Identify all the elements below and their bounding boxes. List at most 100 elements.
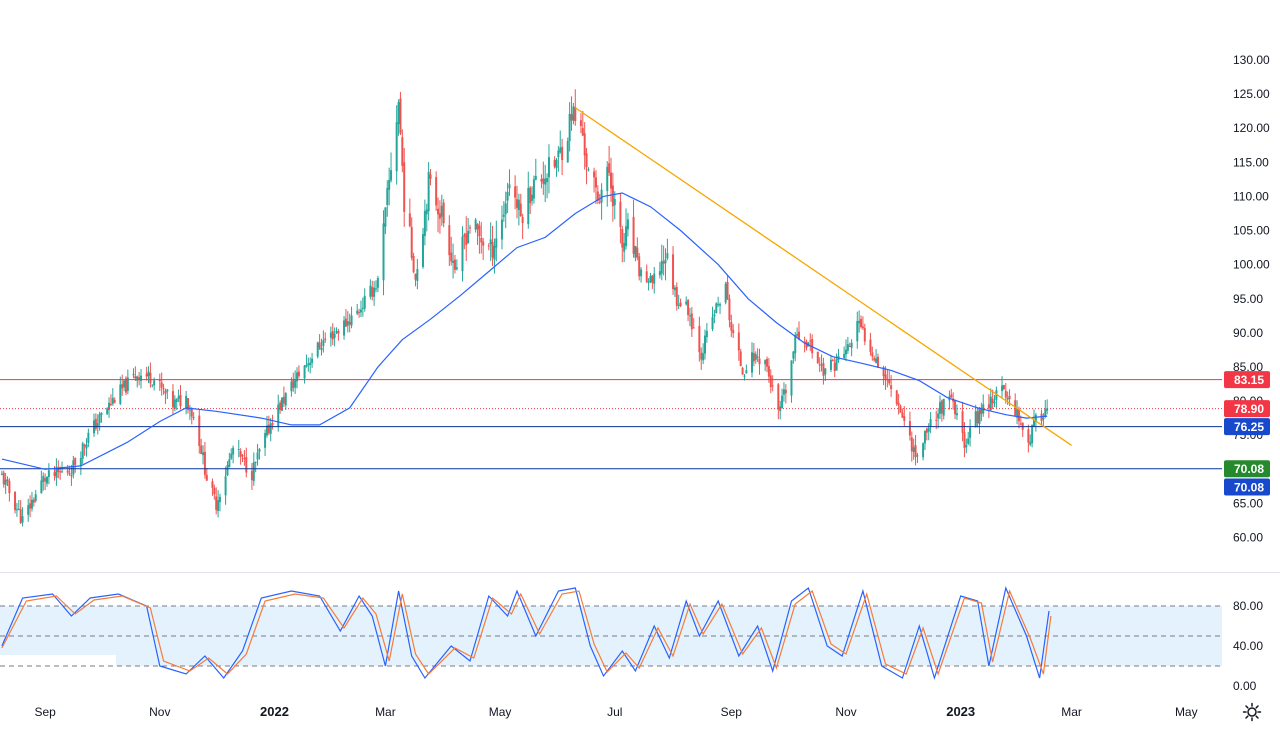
candle <box>369 279 372 300</box>
candle <box>1042 413 1045 427</box>
candle <box>491 225 494 267</box>
candle <box>111 388 114 406</box>
candle <box>910 431 913 462</box>
candle <box>408 198 411 228</box>
candle <box>320 338 323 356</box>
settings-gear-icon[interactable] <box>1242 702 1262 722</box>
candle <box>752 342 755 367</box>
candle <box>579 113 582 134</box>
candle <box>542 161 545 195</box>
candle <box>831 358 834 362</box>
candle <box>923 430 926 450</box>
candle <box>74 457 77 473</box>
candle <box>792 350 795 364</box>
candle <box>109 394 112 407</box>
stoch-k-line[interactable] <box>1 586 1050 681</box>
candle <box>653 266 656 294</box>
oscillator-axis-tick-label: 0.00 <box>1233 679 1257 693</box>
candle <box>912 438 915 460</box>
candle <box>1046 399 1049 415</box>
candle <box>955 404 958 420</box>
time-axis-tick-label: Mar <box>1061 705 1082 719</box>
price-badge: 70.08 <box>1224 478 1270 496</box>
candle <box>138 371 141 386</box>
moving-average-line[interactable] <box>1 192 1048 470</box>
candle <box>294 370 297 394</box>
candle <box>850 339 853 357</box>
time-axis-tick-label: Sep <box>34 705 56 719</box>
candle <box>147 366 150 384</box>
price-badge-label: 78.90 <box>1234 402 1264 416</box>
candle <box>44 473 47 491</box>
candle <box>942 398 945 420</box>
candle <box>239 448 242 465</box>
candle <box>348 313 351 333</box>
candle <box>884 366 887 390</box>
time-axis-tick-label: May <box>489 705 512 719</box>
price-axis-tick-label: 85.00 <box>1233 360 1263 374</box>
candle <box>916 452 919 463</box>
candle <box>871 346 874 361</box>
candle <box>664 248 667 281</box>
candle <box>517 193 520 226</box>
stoch-d-line[interactable] <box>1 589 1052 676</box>
candle <box>211 478 214 496</box>
candle <box>531 186 534 206</box>
candle <box>292 372 295 392</box>
candle <box>751 342 753 378</box>
time-axis-tick-label: Jul <box>607 705 622 719</box>
candle <box>34 489 37 503</box>
candle <box>939 395 941 420</box>
candle <box>149 362 152 388</box>
candle <box>425 203 428 232</box>
candle <box>856 311 859 349</box>
candle <box>346 311 349 333</box>
candle <box>145 366 148 381</box>
candle <box>914 434 917 466</box>
candle <box>534 158 537 181</box>
candle <box>690 307 693 338</box>
candle <box>963 422 966 458</box>
candle <box>397 99 400 136</box>
trendline[interactable] <box>574 107 1072 446</box>
candle <box>514 175 517 210</box>
candle <box>950 388 953 398</box>
price-badge: 78.90 <box>1224 400 1270 418</box>
candle <box>777 382 780 420</box>
candle <box>658 262 661 279</box>
candle <box>1033 409 1035 427</box>
candle <box>745 364 748 374</box>
oscillator-axis-tick-label: 40.00 <box>1233 639 1263 653</box>
candle <box>816 351 819 364</box>
candle <box>198 409 201 454</box>
candle <box>322 330 325 353</box>
candle <box>1029 434 1032 447</box>
candle <box>437 197 440 233</box>
candle <box>175 398 178 411</box>
candle <box>482 237 485 260</box>
candle <box>427 162 430 221</box>
candle <box>581 110 584 136</box>
candle <box>504 191 507 229</box>
candle <box>455 259 458 271</box>
candle <box>719 302 722 314</box>
candle <box>989 388 992 411</box>
candle <box>820 354 823 372</box>
candle <box>767 358 770 383</box>
candle <box>21 507 24 527</box>
candle <box>232 445 235 464</box>
axes: 130.00 125.00 120.00 115.00 110.00 105.00 100.… <box>0 53 1280 719</box>
candle <box>469 224 471 234</box>
candle <box>623 233 626 263</box>
candle <box>835 353 838 371</box>
candle <box>873 355 876 362</box>
candle <box>113 397 116 404</box>
candle <box>311 352 314 369</box>
candle <box>1034 412 1037 432</box>
price-badge-label: 70.08 <box>1234 462 1264 476</box>
candle <box>27 498 30 522</box>
candle <box>647 278 650 291</box>
candle <box>290 377 293 397</box>
candle <box>673 285 676 297</box>
